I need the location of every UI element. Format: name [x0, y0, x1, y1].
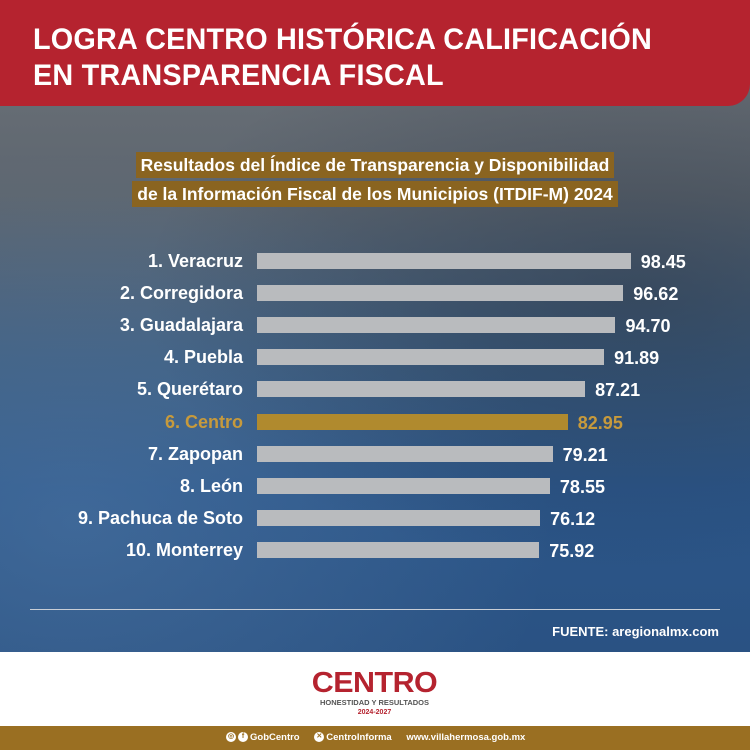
facebook-icon: f — [238, 732, 248, 743]
value-label: 91.89 — [614, 348, 660, 369]
logo-years: 2024-2027 — [357, 709, 392, 716]
chart-title-line-1: Resultados del Índice de Transparencia y… — [135, 152, 615, 178]
website-link[interactable]: www.villahermosa.gob.mx — [406, 732, 526, 743]
social-handle-gobcentro[interactable]: GobCentro — [250, 732, 300, 743]
value-label: 96.62 — [633, 284, 679, 305]
x-icon: ✕ — [314, 732, 325, 743]
value-label: 98.45 — [640, 252, 686, 272]
bar — [257, 413, 568, 430]
category-label: 4. Puebla — [163, 347, 243, 368]
social-handle-centroinforma[interactable]: CentroInforma — [326, 732, 392, 743]
value-label: 78.55 — [559, 476, 605, 497]
category-label: 5. Querétaro — [136, 379, 243, 400]
value-label: 87.21 — [595, 380, 641, 401]
bar-chart: 1. Veracruz 98.45 2. Corregidora 96.62 3. Gu… — [77, 251, 686, 561]
category-label: 7. Zapopan — [147, 443, 243, 464]
source-note: FUENTE: aregionalmx.com — [552, 624, 719, 639]
value-label: 82.95 — [577, 412, 623, 433]
bar — [257, 509, 541, 526]
bar — [257, 445, 553, 462]
category-label: 2. Corregidora — [119, 283, 243, 304]
logo-name: CENTRO — [311, 667, 438, 699]
category-label: 8. León — [179, 475, 243, 496]
headline-line-2: EN TRANSPARENCIA FISCAL — [33, 59, 444, 92]
value-label: 94.70 — [625, 316, 671, 337]
bar — [257, 541, 540, 558]
value-label: 76.12 — [550, 508, 596, 529]
category-label: 9. Pachuca de Soto — [77, 507, 243, 528]
centro-logo: CENTRO HONESTIDAD Y RESULTADOS 2024-2027 — [311, 667, 438, 717]
footer-bar: ◎ f GobCentro ✕ CentroInforma www.villaherm… — [0, 726, 750, 750]
category-label: 3. Guadalajara — [119, 315, 243, 336]
chart-title-line-2: de la Información Fiscal de los Municipi… — [132, 181, 618, 207]
bar — [257, 253, 631, 269]
chart-title: Resultados del Índice de Transparencia y… — [0, 152, 750, 210]
divider — [30, 609, 720, 610]
category-label: 6. Centro — [164, 411, 243, 432]
logo-tagline: HONESTIDAD Y RESULTADOS — [319, 698, 430, 707]
headline-line-1: LOGRA CENTRO HISTÓRICA CALIFICACIÓN — [33, 23, 652, 56]
category-label: 1. Veracruz — [147, 251, 243, 271]
value-label: 75.92 — [549, 540, 595, 561]
category-label: 10. Monterrey — [125, 539, 243, 560]
bar — [257, 317, 616, 334]
bar — [257, 381, 586, 398]
value-label: 79.21 — [562, 444, 608, 465]
bar — [257, 285, 624, 302]
bar — [257, 477, 550, 494]
instagram-icon: ◎ — [226, 732, 236, 743]
bar — [257, 349, 605, 366]
header-banner: LOGRA CENTRO HISTÓRICA CALIFICACIÓN EN T… — [0, 0, 750, 106]
